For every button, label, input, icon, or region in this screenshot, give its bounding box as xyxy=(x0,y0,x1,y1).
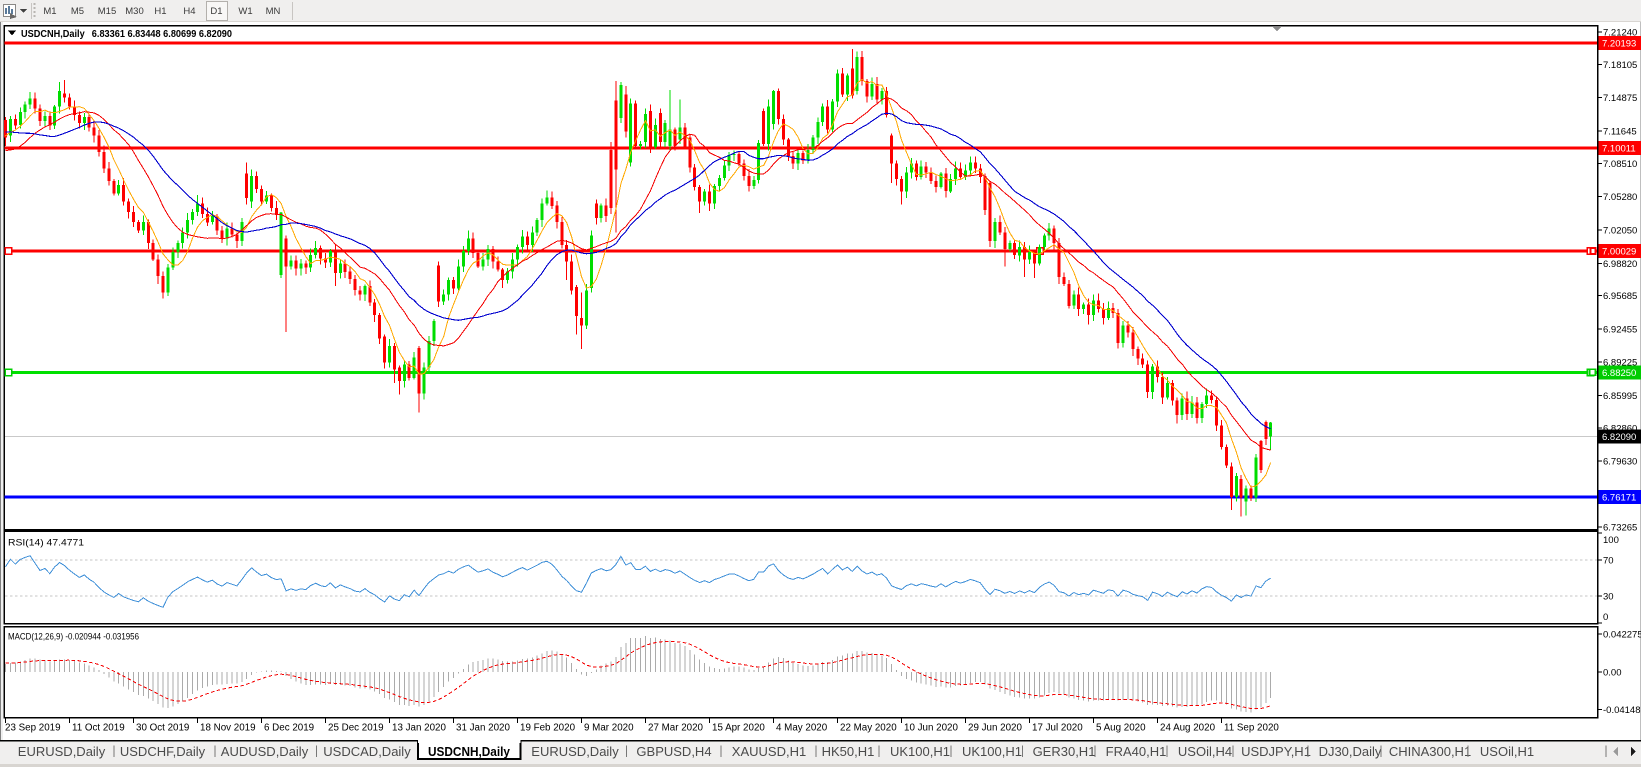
svg-text:USDCHF,Daily: USDCHF,Daily xyxy=(120,744,206,759)
svg-text:0.042275: 0.042275 xyxy=(1603,629,1641,640)
svg-text:6.85995: 6.85995 xyxy=(1603,391,1637,402)
svg-text:RSI(14) 47.4771: RSI(14) 47.4771 xyxy=(8,538,84,549)
svg-text:HK50,H1: HK50,H1 xyxy=(822,744,875,759)
svg-text:7.21240: 7.21240 xyxy=(1603,28,1637,39)
svg-text:USDCNH,Daily: USDCNH,Daily xyxy=(428,745,510,759)
svg-text:100: 100 xyxy=(1603,535,1619,546)
svg-text:W1: W1 xyxy=(238,6,252,17)
svg-text:USDCNH,Daily 6.83361 6.83448: USDCNH,Daily 6.83361 6.83448 6.80699 6.8… xyxy=(21,29,233,40)
svg-text:6.82090: 6.82090 xyxy=(1602,432,1636,443)
svg-text:4 May 2020: 4 May 2020 xyxy=(776,723,828,734)
svg-text:6.98820: 6.98820 xyxy=(1603,259,1637,270)
svg-text:H1: H1 xyxy=(154,6,166,17)
svg-text:XAUUSD,H1: XAUUSD,H1 xyxy=(732,744,806,759)
svg-text:6.89225: 6.89225 xyxy=(1603,358,1637,369)
svg-text:FRA40,H1: FRA40,H1 xyxy=(1106,744,1167,759)
svg-text:5 Aug 2020: 5 Aug 2020 xyxy=(1096,723,1146,734)
svg-text:6.73265: 6.73265 xyxy=(1603,522,1637,533)
svg-text:29 Jun 2020: 29 Jun 2020 xyxy=(968,723,1022,734)
svg-text:19 Feb 2020: 19 Feb 2020 xyxy=(520,723,576,734)
svg-text:6.95685: 6.95685 xyxy=(1603,291,1637,302)
svg-text:6.92455: 6.92455 xyxy=(1603,324,1637,335)
svg-text:USDJPY,H1: USDJPY,H1 xyxy=(1241,744,1311,759)
svg-text:6.76171: 6.76171 xyxy=(1602,493,1636,504)
svg-text:0.00: 0.00 xyxy=(1603,668,1622,679)
svg-text:7.02050: 7.02050 xyxy=(1603,225,1637,236)
svg-text:13 Jan 2020: 13 Jan 2020 xyxy=(392,723,446,734)
svg-text:H4: H4 xyxy=(183,6,195,17)
svg-text:M1: M1 xyxy=(43,6,56,17)
svg-text:MN: MN xyxy=(266,6,281,17)
svg-text:M15: M15 xyxy=(98,6,116,17)
svg-text:7.11645: 7.11645 xyxy=(1603,127,1637,138)
svg-text:25 Dec 2019: 25 Dec 2019 xyxy=(328,723,384,734)
svg-text:70: 70 xyxy=(1603,556,1614,567)
svg-text:CHINA300,H1: CHINA300,H1 xyxy=(1389,744,1471,759)
svg-text:7.08510: 7.08510 xyxy=(1603,159,1637,170)
svg-text:11 Sep 2020: 11 Sep 2020 xyxy=(1224,723,1279,734)
svg-text:24 Aug 2020: 24 Aug 2020 xyxy=(1160,723,1216,734)
svg-text:31 Jan 2020: 31 Jan 2020 xyxy=(456,723,510,734)
svg-text:22 May 2020: 22 May 2020 xyxy=(840,723,897,734)
svg-text:USOil,H1: USOil,H1 xyxy=(1480,744,1534,759)
svg-text:30 Oct 2019: 30 Oct 2019 xyxy=(136,723,189,734)
svg-text:11 Oct 2019: 11 Oct 2019 xyxy=(72,723,125,734)
svg-text:7.18105: 7.18105 xyxy=(1603,60,1637,71)
svg-text:6.79630: 6.79630 xyxy=(1603,457,1637,468)
svg-text:7.10011: 7.10011 xyxy=(1602,143,1636,154)
svg-text:USOil,H4: USOil,H4 xyxy=(1178,744,1232,759)
svg-text:7.05280: 7.05280 xyxy=(1603,192,1637,203)
svg-text:M5: M5 xyxy=(71,6,84,17)
svg-text:6.88250: 6.88250 xyxy=(1602,368,1636,379)
svg-text:18 Nov 2019: 18 Nov 2019 xyxy=(200,723,256,734)
svg-text:10 Jun 2020: 10 Jun 2020 xyxy=(904,723,958,734)
svg-text:UK100,H1: UK100,H1 xyxy=(962,744,1022,759)
svg-text:7.00029: 7.00029 xyxy=(1602,246,1636,257)
svg-text:EURUSD,Daily: EURUSD,Daily xyxy=(18,744,106,759)
svg-text:DJ30,Daily: DJ30,Daily xyxy=(1319,744,1382,759)
svg-text:23 Sep 2019: 23 Sep 2019 xyxy=(5,723,61,734)
svg-text:0: 0 xyxy=(1603,612,1608,623)
svg-text:UK100,H1: UK100,H1 xyxy=(890,744,950,759)
svg-text:D1: D1 xyxy=(210,6,222,17)
svg-text:27 Mar 2020: 27 Mar 2020 xyxy=(648,723,704,734)
svg-text:USDCAD,Daily: USDCAD,Daily xyxy=(323,744,411,759)
svg-text:-0.04148: -0.04148 xyxy=(1603,705,1641,716)
svg-text:AUDUSD,Daily: AUDUSD,Daily xyxy=(221,744,309,759)
svg-text:MACD(12,26,9) -0.020944 -0.031: MACD(12,26,9) -0.020944 -0.031956 xyxy=(8,632,139,643)
svg-text:6 Dec 2019: 6 Dec 2019 xyxy=(264,723,314,734)
svg-text:17 Jul 2020: 17 Jul 2020 xyxy=(1032,723,1083,734)
svg-text:6.82860: 6.82860 xyxy=(1603,423,1637,434)
svg-text:7.14875: 7.14875 xyxy=(1603,93,1637,104)
svg-text:EURUSD,Daily: EURUSD,Daily xyxy=(531,744,619,759)
svg-text:15 Apr 2020: 15 Apr 2020 xyxy=(712,723,765,734)
svg-text:7.20193: 7.20193 xyxy=(1602,38,1636,49)
svg-text:GBPUSD,H4: GBPUSD,H4 xyxy=(636,744,711,759)
svg-text:M30: M30 xyxy=(125,6,143,17)
svg-text:GER30,H1: GER30,H1 xyxy=(1033,744,1096,759)
svg-text:9 Mar 2020: 9 Mar 2020 xyxy=(584,723,634,734)
svg-text:30: 30 xyxy=(1603,592,1614,603)
